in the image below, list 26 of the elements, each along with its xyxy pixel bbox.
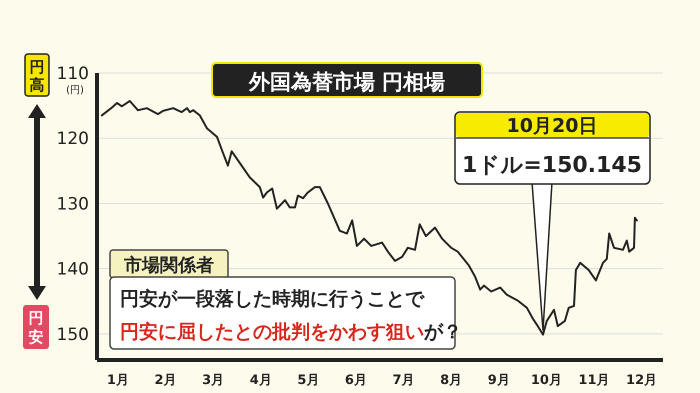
x-tick-label: 3月 bbox=[202, 373, 224, 388]
x-tick-label: 6月 bbox=[344, 373, 367, 388]
x-tick-label: 8月 bbox=[440, 373, 462, 388]
x-tick-label: 4月 bbox=[250, 373, 272, 388]
y-tick-label: 120 bbox=[56, 129, 89, 150]
annotation: 円安に屈したとの批判をかわす狙い bbox=[120, 321, 424, 343]
x-tick-label: 1月 bbox=[106, 373, 129, 388]
annotation: 10月20日 bbox=[506, 115, 598, 137]
y-axis-title: (円) bbox=[66, 85, 84, 96]
y-tick-label: 130 bbox=[56, 194, 89, 214]
x-tick-label: 7月 bbox=[392, 373, 415, 388]
x-tick-label: 12月 bbox=[626, 373, 658, 388]
x-tick-label: 5月 bbox=[297, 373, 320, 388]
x-tick-label: 2月 bbox=[154, 373, 177, 388]
x-tick-label: 9月 bbox=[488, 373, 510, 388]
y-tick-label: 150 bbox=[56, 324, 89, 345]
x-tick-label: 10月 bbox=[530, 373, 562, 388]
annotation: 円安が一段落した時期に行うことで bbox=[120, 288, 425, 310]
x-tick-label: 11月 bbox=[578, 373, 610, 388]
chart-title: 外国為替市場 円相場 bbox=[248, 70, 446, 94]
annotation: 1ドル=150.145 bbox=[462, 153, 642, 178]
text: 円高 bbox=[30, 58, 44, 94]
y-tick-label: 140 bbox=[56, 260, 89, 280]
y-tick-label: 110 bbox=[56, 64, 89, 84]
text: 円安 bbox=[28, 309, 44, 346]
annotation: 市場関係者 bbox=[123, 255, 214, 276]
